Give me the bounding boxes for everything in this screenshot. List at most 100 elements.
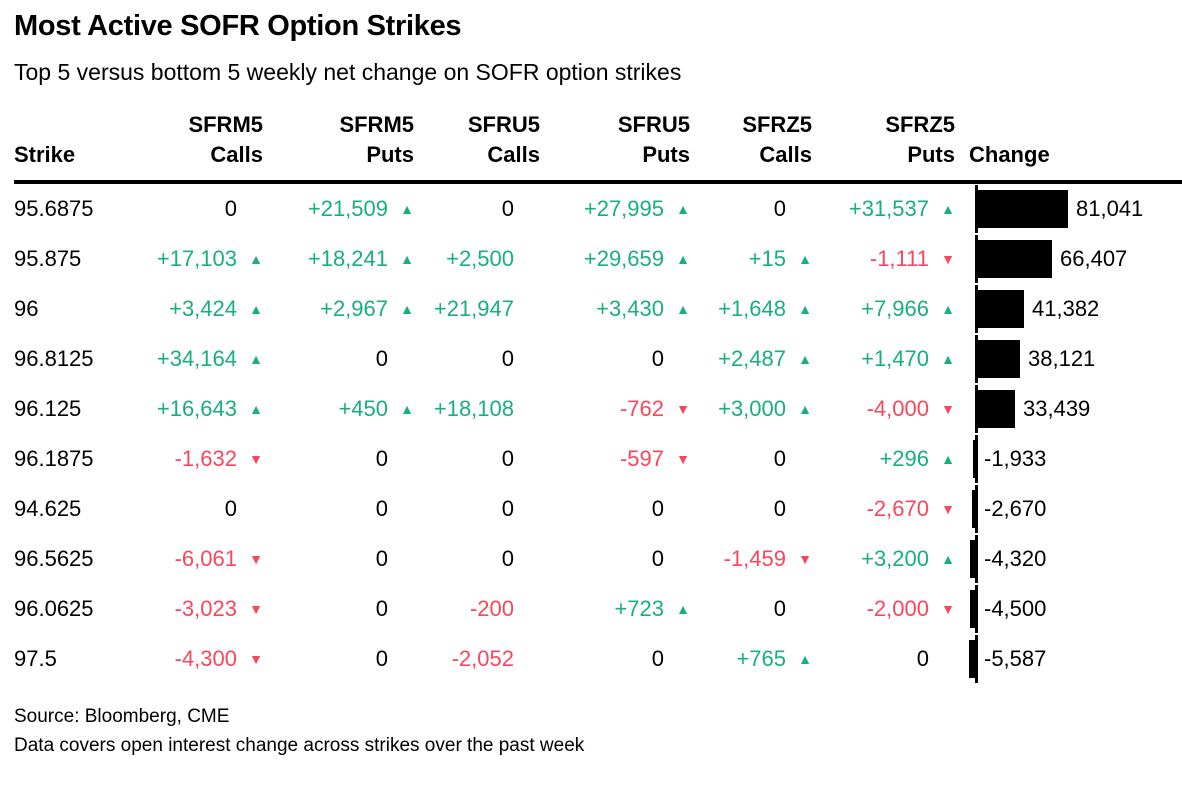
up-arrow-icon: ▲ [676, 301, 690, 317]
net-change-cell: +3,200 ▲ [812, 546, 955, 572]
up-arrow-icon: ▲ [249, 401, 263, 417]
up-arrow-icon: ▲ [676, 251, 690, 267]
net-change-value: 0 [651, 546, 664, 571]
strike-cell: 95.875 [14, 246, 82, 271]
change-axis [975, 385, 978, 433]
column-header-top-line: SFRZ5 [742, 112, 812, 137]
negative-bar-slot [955, 240, 975, 278]
net-change-cell: -6,061 ▼ [124, 546, 263, 572]
net-change-value: +2,967 [320, 296, 388, 321]
net-change-cell: +34,164 ▲ [124, 346, 263, 372]
column-header-puts-sfru5: SFRU5 Puts [540, 110, 690, 170]
table-row: 96.8125 +34,164 ▲ 0 0 0 +2,487 ▲ +1,470 ▲ 38,121 [14, 334, 1182, 384]
net-change-value: +765 [736, 646, 786, 671]
net-change-value: +2,487 [718, 346, 786, 371]
change-axis [975, 435, 978, 483]
strike-cell: 96.5625 [14, 546, 94, 571]
table-row: 94.625 0 0 0 0 0 -2,670 ▼ -2,670 [14, 484, 1182, 534]
change-bar-cell: 41,382 [955, 284, 1182, 334]
net-change-value: 0 [501, 446, 514, 471]
net-change-cell: 0 [540, 646, 690, 672]
net-change-cell: -4,000 ▼ [812, 396, 955, 422]
up-arrow-icon: ▲ [249, 301, 263, 317]
negative-bar-slot [955, 590, 975, 628]
net-change-cell: +2,487 ▲ [690, 346, 812, 372]
net-change-value: 0 [224, 496, 237, 521]
table-row: 95.875 +17,103 ▲ +18,241 ▲ +2,500 +29,659 ▲ +15 ▲… [14, 234, 1182, 284]
down-arrow-icon: ▼ [676, 401, 690, 417]
chart-container: Most Active SOFR Option Strikes Top 5 ve… [14, 10, 1182, 760]
net-change-value: +3,200 [861, 546, 929, 571]
strike-cell: 95.6875 [14, 196, 94, 221]
net-change-value: +3,430 [596, 296, 664, 321]
up-arrow-icon: ▲ [676, 201, 690, 217]
net-change-value: 0 [375, 546, 388, 571]
net-change-value: -2,000 [866, 596, 929, 621]
column-header-top-line: SFRU5 [617, 112, 690, 137]
up-arrow-icon: ▲ [941, 451, 955, 467]
table-row: 96 +3,424 ▲ +2,967 ▲ +21,947 +3,430 ▲ +1,648 ▲ +7,… [14, 284, 1182, 334]
table-row: 96.0625 -3,023 ▼ 0 -200 +723 ▲ 0 -2,000 ▼ -4,500 [14, 584, 1182, 634]
net-change-value: +15 [748, 246, 786, 271]
net-change-value: +17,103 [156, 246, 237, 271]
change-axis [975, 635, 978, 683]
up-arrow-icon: ▲ [249, 351, 263, 367]
net-change-cell: +296 ▲ [812, 446, 955, 472]
net-change-value: +31,537 [848, 196, 929, 221]
change-value: 66,407 [1060, 246, 1128, 271]
net-change-value: -1,111 [869, 246, 929, 271]
column-header-top-line: SFRM5 [188, 112, 263, 137]
net-change-cell: 0 [812, 646, 955, 672]
net-change-cell: +765 ▲ [690, 646, 812, 672]
net-change-value: +296 [879, 446, 929, 471]
down-arrow-icon: ▼ [941, 401, 955, 417]
net-change-cell: 0 [414, 496, 540, 522]
change-bar-cell: -5,587 [955, 634, 1182, 684]
net-change-value: +450 [338, 396, 388, 421]
up-arrow-icon: ▲ [676, 601, 690, 617]
change-bar-cell: 38,121 [955, 334, 1182, 384]
change-bar-cell: -1,933 [955, 434, 1182, 484]
net-change-value: 0 [501, 196, 514, 221]
change-value: -4,320 [984, 546, 1047, 571]
net-change-value: -4,300 [174, 646, 237, 671]
net-change-value: 0 [501, 346, 514, 371]
net-change-cell: +16,643 ▲ [124, 396, 263, 422]
net-change-cell: 0 [540, 496, 690, 522]
net-change-cell: 0 [414, 446, 540, 472]
net-change-value: +27,995 [583, 196, 664, 221]
down-arrow-icon: ▼ [798, 551, 812, 567]
negative-bar-slot [955, 440, 975, 478]
net-change-value: +18,108 [433, 396, 514, 421]
up-arrow-icon: ▲ [798, 251, 812, 267]
net-change-cell: -2,670 ▼ [812, 496, 955, 522]
net-change-value: 0 [773, 596, 786, 621]
negative-bar-slot [955, 540, 975, 578]
change-value: 41,382 [1032, 296, 1100, 321]
net-change-cell: -2,000 ▼ [812, 596, 955, 622]
up-arrow-icon: ▲ [941, 201, 955, 217]
table-row: 96.5625 -6,061 ▼ 0 0 0 -1,459 ▼ +3,200 ▲ -4,320 [14, 534, 1182, 584]
strike-cell: 97.5 [14, 646, 57, 671]
net-change-cell: 0 [690, 596, 812, 622]
table-header-row: Strike SFRM5 Calls SFRM5 Puts SFRU5 Calls SFRU5… [14, 110, 1182, 184]
net-change-cell: +2,500 [414, 246, 540, 272]
source-note: Source: Bloomberg, CME Data covers open … [14, 702, 1182, 760]
change-axis [975, 235, 978, 283]
net-change-value: +1,470 [861, 346, 929, 371]
net-change-cell: 0 [263, 496, 414, 522]
net-change-cell: +450 ▲ [263, 396, 414, 422]
net-change-value: 0 [773, 196, 786, 221]
down-arrow-icon: ▼ [249, 601, 263, 617]
column-header-bottom-line: Puts [907, 142, 955, 167]
net-change-cell: 0 [414, 196, 540, 222]
column-header-top-line: SFRM5 [339, 112, 414, 137]
net-change-cell: +3,424 ▲ [124, 296, 263, 322]
net-change-cell: +27,995 ▲ [540, 196, 690, 222]
net-change-cell: 0 [263, 646, 414, 672]
net-change-cell: +18,108 [414, 396, 540, 422]
change-bar-cell: 81,041 [955, 184, 1182, 234]
net-change-cell: 0 [540, 346, 690, 372]
net-change-value: 0 [375, 496, 388, 521]
column-header-calls-sfrz5: SFRZ5 Calls [690, 110, 812, 170]
